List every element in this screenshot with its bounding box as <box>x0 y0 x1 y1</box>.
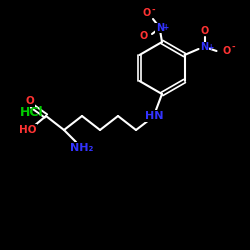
Text: -: - <box>232 42 235 51</box>
Text: +: + <box>162 24 168 32</box>
Text: O: O <box>200 26 209 36</box>
Text: +: + <box>208 42 214 51</box>
Text: N: N <box>156 23 164 33</box>
Text: O: O <box>143 8 151 18</box>
Text: -: - <box>151 6 155 15</box>
Text: NH₂: NH₂ <box>70 143 94 153</box>
Text: HN: HN <box>145 111 163 121</box>
Text: HCl: HCl <box>20 106 44 118</box>
Text: O: O <box>26 96 34 106</box>
Text: N: N <box>200 42 208 52</box>
Text: O: O <box>222 46 231 56</box>
Text: HO: HO <box>19 125 37 135</box>
Text: O: O <box>140 31 148 41</box>
